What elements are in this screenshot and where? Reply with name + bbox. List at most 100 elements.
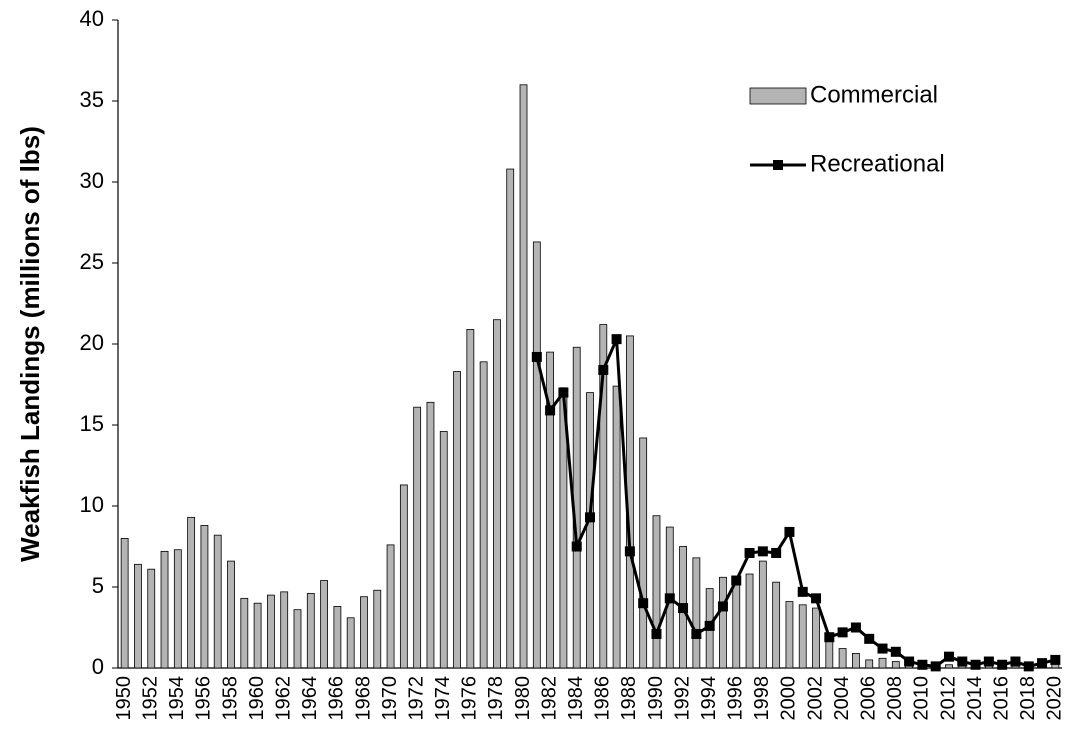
bar [360, 596, 368, 669]
bar [173, 549, 182, 669]
marker [531, 351, 542, 362]
bar [306, 593, 315, 669]
marker [558, 387, 569, 398]
bar [652, 515, 661, 669]
x-tick-label: 1962 [272, 676, 294, 721]
y-tick-label: 10 [80, 492, 104, 517]
bar [945, 664, 953, 669]
bar [865, 659, 874, 669]
bar [852, 653, 860, 669]
marker [704, 620, 715, 631]
bar [466, 329, 475, 669]
x-tick-label: 1990 [645, 676, 667, 721]
bar [812, 607, 820, 669]
x-tick-label: 1950 [113, 676, 135, 721]
x-tick-label: 2012 [937, 676, 959, 721]
x-tick-label: 1988 [618, 676, 640, 721]
marker [890, 646, 901, 657]
bar [399, 484, 408, 669]
marker [811, 593, 822, 604]
y-tick-label: 0 [92, 654, 104, 679]
marker [638, 598, 649, 609]
bar [639, 437, 648, 669]
marker [970, 659, 981, 670]
bar [293, 609, 302, 669]
marker [1010, 656, 1021, 667]
bar [240, 597, 249, 669]
bar [453, 371, 461, 669]
marker [585, 512, 595, 523]
marker [943, 651, 954, 662]
bar [798, 604, 807, 669]
bar [386, 544, 395, 669]
bar [745, 573, 754, 669]
bar [253, 602, 262, 669]
legend-label: Recreational [810, 150, 945, 177]
bar [439, 431, 448, 669]
x-tick-label: 2018 [1017, 676, 1039, 721]
marker [837, 627, 848, 638]
marker [1023, 661, 1034, 672]
marker [877, 643, 888, 654]
bar [333, 606, 342, 669]
bar [346, 617, 355, 669]
marker [957, 656, 968, 667]
bar [692, 557, 701, 669]
marker [1037, 658, 1048, 669]
marker [983, 656, 994, 667]
bar [160, 550, 169, 669]
marker [611, 334, 622, 345]
bar [599, 324, 608, 669]
bar [413, 406, 422, 669]
x-tick-label: 1976 [459, 676, 481, 721]
marker [651, 628, 662, 639]
bar [838, 648, 847, 669]
x-tick-label: 2016 [990, 676, 1012, 721]
x-tick-label: 1954 [166, 676, 188, 721]
bar [891, 661, 900, 669]
marker [598, 364, 609, 375]
x-tick-label: 1972 [405, 676, 427, 721]
x-tick-label: 2010 [911, 676, 933, 721]
x-tick-label: 2002 [804, 676, 826, 721]
y-tick-label: 35 [80, 87, 104, 112]
bar [147, 568, 156, 669]
bar [280, 591, 289, 669]
marker [757, 546, 768, 557]
x-tick-label: 1980 [512, 676, 534, 721]
marker [824, 632, 835, 643]
marker [864, 633, 875, 644]
x-tick-label: 2014 [964, 676, 986, 721]
x-tick-label: 1960 [246, 676, 268, 721]
bar [546, 351, 555, 669]
marker [850, 622, 861, 633]
line [535, 338, 1056, 668]
bar [373, 589, 382, 669]
x-tick-label: 1968 [352, 676, 374, 721]
marker [784, 526, 795, 537]
marker [997, 659, 1008, 670]
bar [120, 538, 129, 669]
x-tick-label: 2006 [857, 676, 879, 721]
marker [731, 575, 742, 586]
marker [545, 405, 556, 416]
marker [664, 593, 675, 604]
x-tick-label: 1998 [751, 676, 773, 721]
x-tick-label: 1984 [565, 676, 587, 721]
bar [134, 563, 142, 669]
bar [719, 576, 727, 669]
bar [493, 319, 501, 669]
marker [678, 603, 689, 614]
y-tick-label: 40 [80, 6, 104, 31]
y-tick-label: 20 [80, 330, 104, 355]
y-tick-label: 25 [80, 249, 104, 274]
marker [571, 541, 582, 552]
bar [213, 534, 222, 669]
bar [506, 168, 515, 669]
marker [1050, 654, 1061, 665]
x-tick-label: 1966 [326, 676, 348, 721]
x-tick-label: 1996 [725, 676, 747, 721]
x-tick-label: 1994 [698, 676, 720, 721]
bar [320, 580, 328, 669]
